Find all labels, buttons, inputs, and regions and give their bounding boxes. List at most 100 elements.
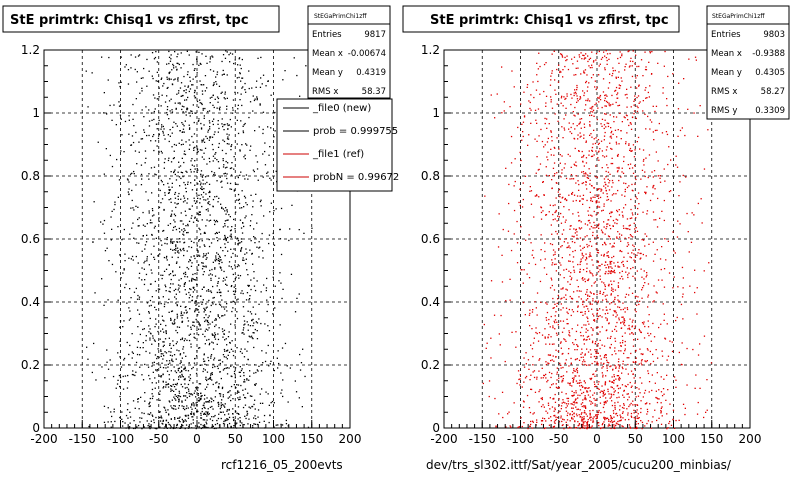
right-scatter-point [565, 238, 567, 240]
left-scatter-point [196, 60, 198, 62]
right-scatter-point [526, 86, 528, 88]
left-scatter-point [232, 252, 234, 255]
left-scatter-point [103, 92, 105, 94]
right-scatter-point [596, 189, 599, 191]
left-scatter-point [271, 400, 274, 403]
left-scatter-point [221, 74, 223, 76]
left-scatter-point [194, 257, 196, 260]
left-scatter-point [229, 342, 231, 344]
right-scatter-point [606, 255, 608, 257]
right-scatter-point [644, 233, 646, 235]
left-scatter-point [265, 289, 267, 292]
right-scatter-point [580, 311, 582, 313]
left-scatter-point [181, 375, 183, 377]
left-scatter-point [175, 108, 177, 110]
left-scatter-point [175, 302, 177, 304]
left-scatter-point [170, 283, 172, 285]
right-scatter-point [542, 181, 544, 183]
right-scatter-point [534, 195, 536, 197]
right-scatter-point [596, 417, 598, 419]
left-scatter-point [127, 403, 129, 405]
right-scatter-point [553, 162, 556, 164]
left-scatter-point [173, 170, 175, 173]
left-scatter-point [166, 108, 169, 111]
right-scatter-point [611, 394, 613, 396]
left-scatter-point [155, 428, 157, 430]
left-scatter-point [168, 140, 170, 143]
right-scatter-point [616, 385, 618, 387]
right-scatter-point [613, 310, 615, 312]
right-scatter-point [599, 347, 601, 350]
left-scatter-point [217, 282, 219, 284]
left-scatter-point [282, 379, 284, 381]
right-scatter-point [582, 424, 584, 426]
left-scatter-point [169, 60, 172, 62]
left-scatter-point [192, 382, 194, 384]
left-scatter-point [295, 391, 298, 393]
left-scatter-point [212, 366, 214, 369]
right-scatter-point [564, 163, 566, 165]
right-scatter-point [656, 397, 658, 399]
right-scatter-point [705, 411, 707, 413]
right-scatter-point [583, 165, 585, 167]
left-scatter-point [223, 329, 226, 331]
right-scatter-point [592, 227, 594, 229]
right-scatter-point [608, 323, 610, 325]
right-scatter-point [612, 67, 614, 69]
left-scatter-point [175, 371, 178, 374]
right-scatter-point [645, 191, 647, 194]
left-scatter-point [220, 291, 222, 293]
right-scatter-point [543, 418, 546, 420]
left-scatter-point [207, 378, 209, 380]
left-scatter-point [272, 276, 274, 278]
right-scatter-point [597, 300, 599, 302]
left-scatter-point [154, 56, 157, 59]
right-scatter-point [611, 381, 613, 383]
right-scatter-point [533, 412, 535, 414]
right-scatter-point [545, 102, 547, 104]
right-scatter-point [605, 317, 607, 319]
left-scatter-point [207, 329, 209, 331]
left-scatter-point [101, 366, 103, 368]
left-scatter-point [240, 384, 242, 387]
legend-entry-label: _file0 (new) [312, 103, 371, 114]
left-scatter-point [126, 387, 129, 389]
right-scatter-point [641, 297, 643, 299]
right-scatter-point [643, 158, 645, 161]
right-scatter-point [640, 268, 642, 270]
right-scatter-point [627, 164, 629, 166]
right-scatter-point [574, 128, 576, 130]
left-scatter-point [195, 372, 198, 375]
left-scatter-point [178, 176, 181, 178]
right-scatter-point [554, 315, 556, 317]
left-scatter-point [178, 417, 180, 419]
left-scatter-point [144, 279, 146, 281]
left-scatter-point [247, 358, 249, 361]
right-scatter-point [562, 69, 564, 71]
right-scatter-point [596, 361, 598, 363]
left-scatter-point [200, 122, 202, 125]
right-scatter-point [634, 404, 636, 406]
right-scatter-point [602, 293, 604, 295]
right-scatter-point [583, 406, 585, 408]
left-scatter-point [254, 289, 257, 292]
left-scatter-point [107, 368, 110, 370]
right-scatter-point [558, 64, 560, 66]
right-scatter-point [657, 279, 660, 281]
left-scatter-point [168, 56, 171, 58]
left-scatter-point [172, 157, 175, 160]
left-scatter-point [203, 286, 205, 288]
right-scatter-point [594, 383, 596, 385]
left-scatter-point [236, 412, 238, 414]
left-scatter-point [233, 190, 235, 192]
right-scatter-point [610, 393, 612, 395]
left-scatter-point [246, 269, 248, 271]
right-scatter-point [573, 404, 575, 406]
right-scatter-point [607, 178, 609, 180]
right-scatter-point [603, 282, 605, 284]
right-scatter-point [614, 350, 616, 352]
left-scatter-point [252, 206, 254, 208]
left-scatter-point [218, 359, 220, 361]
left-scatter-point [206, 257, 208, 259]
right-scatter-point [653, 139, 655, 141]
